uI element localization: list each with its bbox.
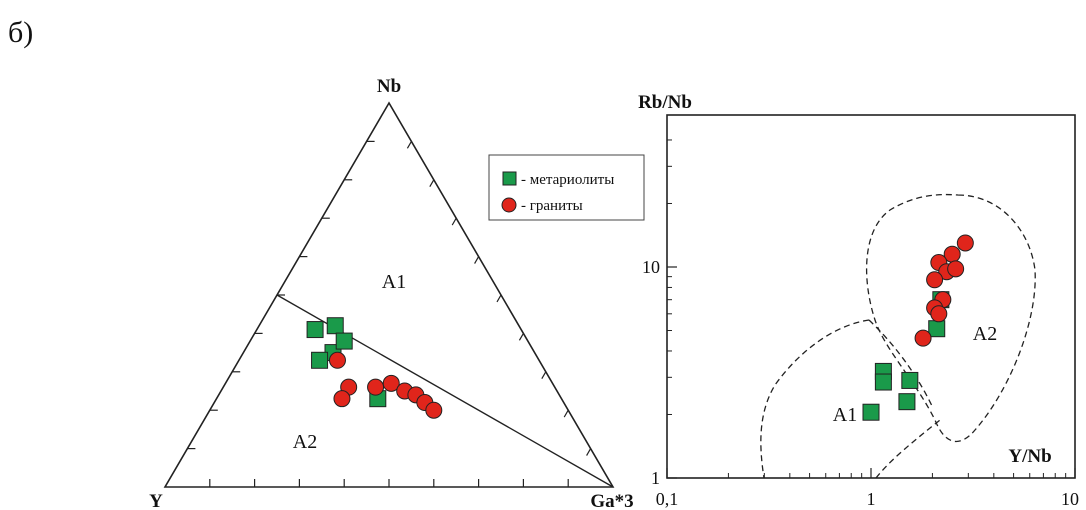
ternary-tick [474, 256, 480, 264]
figure-label: б) [8, 16, 33, 49]
ternary-point-metarhyolite [326, 317, 344, 335]
loglog-point-granite [930, 305, 948, 323]
y-tick-label-0: 1 [651, 468, 660, 488]
loglog-point-metarhyolite [901, 371, 919, 389]
ternary-tick [563, 409, 569, 418]
ternary-point-granite [425, 401, 443, 419]
y-tick-label-1: 10 [642, 257, 660, 277]
loglog-plot: Rb/Nb Y/Nb A1 A2 0,1 1 10 1 10 [638, 92, 1079, 509]
loglog-point-metarhyolite [898, 393, 916, 411]
legend-circle-marker [501, 197, 517, 213]
ternary-point-metarhyolite [335, 332, 353, 350]
x-tick-label-2: 10 [1061, 489, 1079, 509]
loglog-ticks [666, 139, 1076, 479]
y-axis-label: Rb/Nb [638, 92, 692, 113]
ternary-point-granite [367, 378, 385, 396]
ternary-field-a2: A2 [293, 431, 317, 453]
loglog-point-granite [956, 234, 974, 252]
x-axis-label: Y/Nb [1008, 446, 1051, 467]
ternary-tick [541, 371, 547, 380]
ternary-point-granite [333, 390, 351, 408]
loglog-point-granite [947, 260, 965, 278]
field-a1-boundary-bottom [875, 419, 941, 479]
loglog-field-a1: A1 [833, 404, 857, 426]
ternary-points [306, 317, 443, 419]
ternary-tick [451, 217, 457, 226]
loglog-point-granite [914, 329, 932, 347]
ternary-tick [496, 294, 502, 303]
ternary-tick [518, 333, 524, 341]
loglog-point-metarhyolite [928, 320, 946, 338]
ternary-point-granite [328, 351, 346, 369]
loglog-points [862, 234, 974, 421]
field-a1-boundary [760, 319, 870, 479]
ternary-point-granite [382, 374, 400, 392]
x-tick-label-1: 1 [867, 489, 876, 509]
loglog-point-metarhyolite [862, 403, 880, 421]
ternary-apex-ga3: Ga*3 [590, 491, 633, 510]
x-tick-label-0: 0,1 [656, 489, 679, 509]
ternary-plot: Nb Y Ga*3 A1 A2 [149, 76, 634, 510]
loglog-point-metarhyolite [874, 373, 892, 391]
loglog-point-granite [926, 271, 944, 289]
loglog-field-a2: A2 [973, 323, 997, 345]
legend-label-granites: - граниты [521, 198, 583, 214]
legend-label-metarhyolites: - метариолиты [521, 172, 614, 188]
ternary-tick [406, 141, 412, 149]
loglog-frame [666, 114, 1076, 479]
ternary-field-a1: A1 [382, 271, 406, 293]
ternary-apex-nb: Nb [377, 76, 401, 97]
ternary-ticks [187, 140, 592, 487]
ternary-tick [429, 179, 435, 188]
ternary-point-metarhyolite [306, 321, 324, 339]
ternary-apex-y: Y [149, 491, 163, 510]
legend: - метариолиты - граниты [488, 154, 645, 221]
field-a2-boundary [865, 193, 1036, 443]
ternary-point-metarhyolite [311, 351, 329, 369]
ternary-tick [586, 448, 592, 456]
legend-square-marker [502, 171, 517, 186]
